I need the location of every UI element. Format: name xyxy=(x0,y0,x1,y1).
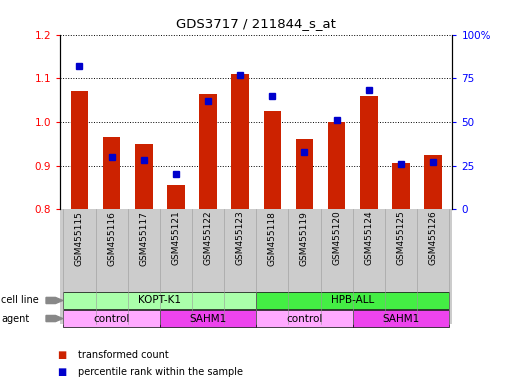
Bar xyxy=(71,91,88,209)
Text: SAHM1: SAHM1 xyxy=(382,313,419,324)
Text: ■: ■ xyxy=(58,367,67,377)
Bar xyxy=(103,137,120,209)
Bar xyxy=(264,111,281,209)
Text: ■: ■ xyxy=(58,350,67,360)
Text: control: control xyxy=(94,313,130,324)
Text: agent: agent xyxy=(1,313,29,324)
Bar xyxy=(392,164,410,209)
Text: HPB-ALL: HPB-ALL xyxy=(331,295,374,306)
Bar xyxy=(199,94,217,209)
Text: transformed count: transformed count xyxy=(78,350,169,360)
Bar xyxy=(360,96,378,209)
Text: cell line: cell line xyxy=(1,295,39,306)
Bar xyxy=(231,74,249,209)
Bar xyxy=(424,155,442,209)
Text: control: control xyxy=(286,313,323,324)
Bar xyxy=(167,185,185,209)
Text: GDS3717 / 211844_s_at: GDS3717 / 211844_s_at xyxy=(176,17,336,30)
Bar xyxy=(328,122,346,209)
Bar xyxy=(295,139,313,209)
Bar xyxy=(135,144,153,209)
Text: KOPT-K1: KOPT-K1 xyxy=(138,295,181,306)
Text: percentile rank within the sample: percentile rank within the sample xyxy=(78,367,243,377)
Text: SAHM1: SAHM1 xyxy=(189,313,226,324)
